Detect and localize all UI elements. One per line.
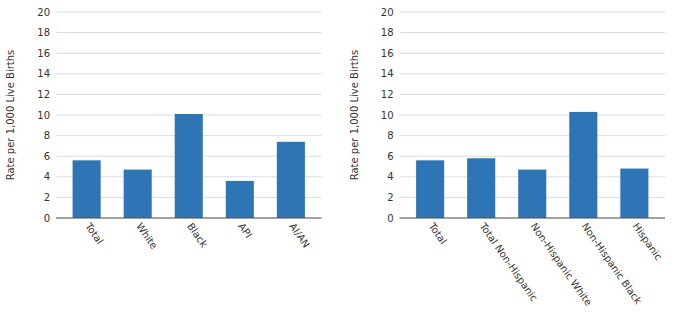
bar [416, 160, 444, 218]
y-tick-label: 4 [44, 171, 50, 182]
x-axis-line [56, 218, 322, 219]
y-tick-label: 18 [381, 27, 394, 38]
y-tick-label: 20 [381, 7, 394, 18]
y-tick-label: 14 [381, 68, 394, 79]
x-tick-label: AI/AN [287, 221, 312, 250]
grid-line [56, 32, 322, 33]
y-tick-label: 16 [381, 48, 394, 59]
y-tick-label: 16 [37, 48, 50, 59]
x-tick-label: Total [426, 220, 449, 246]
bar [124, 170, 152, 218]
bar [518, 170, 546, 218]
y-tick-label: 10 [37, 110, 50, 121]
grid-line [400, 115, 666, 116]
y-tick-label: 20 [37, 7, 50, 18]
y-tick-label: 0 [387, 213, 393, 224]
y-tick-label: 2 [44, 192, 50, 203]
x-tick-label: Non-Hispanic White [529, 221, 594, 308]
bar [277, 142, 305, 218]
grid-line [400, 53, 666, 54]
grid-line [56, 53, 322, 54]
grid-line [56, 218, 322, 219]
bar [569, 112, 597, 218]
grid-line [400, 73, 666, 74]
bar-panel: 0 2 4 6 8 10 12 14 16 18 20 Total White Black API AI/AN… [5, 7, 322, 251]
x-tick-label: Non-Hispanic Black [580, 221, 644, 306]
y-tick-label: 4 [387, 171, 393, 182]
grid-line [56, 73, 322, 74]
bars [73, 114, 305, 218]
y-tick-label: 12 [381, 89, 394, 100]
grid-line [400, 135, 666, 136]
x-tick-label: White [134, 221, 160, 251]
y-tick-label: 6 [44, 151, 50, 162]
bar [226, 181, 254, 218]
chart-figure: 02468101214161820TotalWhiteBlackAPIAI/AN… [0, 0, 687, 318]
x-axis-line [400, 218, 666, 219]
y-tick-label: 2 [387, 192, 393, 203]
bar [175, 114, 203, 218]
bar-panel: 0 2 4 6 8 10 12 14 16 18 20 Total Total Non-Hispanic… [349, 7, 666, 308]
x-tick-label: API [236, 221, 254, 240]
y-axis-label: Rate per 1,000 Live Births [5, 50, 16, 181]
grid-line [400, 156, 666, 157]
y-tick-label: 18 [37, 27, 50, 38]
y-tick-label: 14 [37, 68, 50, 79]
bars [416, 112, 648, 218]
grid-line [400, 32, 666, 33]
grid-line [400, 12, 666, 13]
x-tick-label: Total Non-Hispanic [477, 220, 540, 303]
grid-line [400, 94, 666, 95]
grid-line [56, 12, 322, 13]
grid-line [400, 218, 666, 219]
x-tick-label: Hispanic [631, 221, 664, 262]
bar [620, 169, 648, 218]
y-tick-label: 0 [44, 213, 50, 224]
y-tick-label: 6 [387, 151, 393, 162]
y-tick-label: 8 [387, 130, 393, 141]
y-tick-label: 12 [37, 89, 50, 100]
x-tick-label: Black [185, 221, 210, 250]
y-tick-label: 8 [44, 130, 50, 141]
x-tick-label: Total [82, 220, 105, 246]
bar [467, 158, 495, 218]
y-axis-label: Rate per 1,000 Live Births [349, 50, 360, 181]
y-tick-label: 10 [381, 110, 394, 121]
grid-line [56, 94, 322, 95]
bar [73, 160, 101, 218]
